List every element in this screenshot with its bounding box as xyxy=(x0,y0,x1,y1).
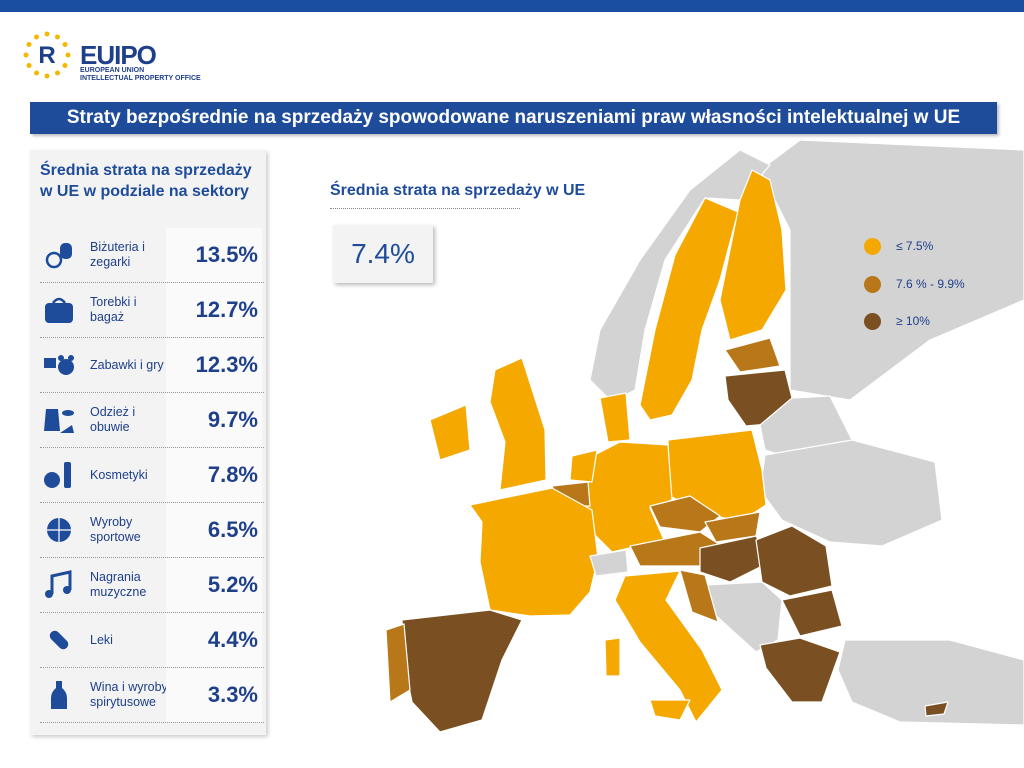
sector-icon xyxy=(44,355,74,375)
sector-label: Odzież i obuwie xyxy=(90,405,136,434)
sector-row: Kosmetyki 7.8% xyxy=(40,448,264,503)
sector-row: Torebki i bagaż 12.7% xyxy=(40,283,264,338)
sector-row: Zabawki i gry 12.3% xyxy=(40,338,264,393)
legend-item: ≤ 7.5% xyxy=(862,235,1002,273)
sector-row: Wyroby sportowe 6.5% xyxy=(40,503,264,558)
italy xyxy=(614,570,723,723)
sector-icon xyxy=(45,570,72,598)
sardinia xyxy=(604,637,621,677)
sector-icon xyxy=(51,681,67,709)
sector-icon xyxy=(49,630,69,650)
uk xyxy=(489,357,547,491)
legend-swatch xyxy=(864,275,881,293)
legend-swatch xyxy=(864,313,881,330)
sector-value: 6.5% xyxy=(166,503,262,557)
sector-icon-box xyxy=(42,350,76,380)
sector-icon-box xyxy=(42,680,76,710)
legend-item: ≥ 10% xyxy=(862,310,1002,348)
sector-list: Biżuteria i zegarki 13.5% Torebki i bagaż 1… xyxy=(40,228,264,723)
cyprus xyxy=(924,701,949,717)
legend-label: ≥ 10% xyxy=(896,314,930,328)
top-bar xyxy=(0,0,1024,12)
sector-icon-box xyxy=(42,570,76,600)
croatia xyxy=(679,569,719,623)
svg-text:R: R xyxy=(38,42,55,69)
logo-text: EUIPO xyxy=(80,40,157,70)
germany xyxy=(584,441,673,553)
sector-panel: Średnia strata na sprzedaży w UE w podzi… xyxy=(30,150,266,735)
logo-line: INTELLECTUAL PROPERTY OFFICE xyxy=(80,75,201,82)
russia xyxy=(759,140,1024,401)
logo-line: EUROPEAN UNION xyxy=(80,67,145,74)
sector-row: Leki 4.4% xyxy=(40,613,264,668)
sector-label: Kosmetyki xyxy=(90,467,148,482)
portugal xyxy=(385,623,411,703)
sector-icon-box xyxy=(42,625,76,655)
logo-emblem: R xyxy=(23,31,71,79)
sector-label: Torebki i bagaż xyxy=(90,295,137,324)
sector-label: Biżuteria i zegarki xyxy=(90,240,145,269)
sector-icon-box xyxy=(42,405,76,435)
sector-icon xyxy=(45,297,73,323)
sector-label: Wyroby sportowe xyxy=(90,515,141,544)
sector-icon-box xyxy=(42,460,76,490)
ukraine xyxy=(759,439,943,547)
sector-row: Biżuteria i zegarki 13.5% xyxy=(40,228,264,283)
switzerland xyxy=(589,549,629,577)
sector-value: 12.3% xyxy=(166,338,262,392)
europe-map xyxy=(385,140,1024,733)
sector-value: 3.3% xyxy=(166,668,262,722)
netherlands xyxy=(569,449,598,483)
title: Straty bezpośrednie na sprzedaży spowodo… xyxy=(30,102,997,134)
denmark xyxy=(599,392,631,443)
panel-title: Średnia strata na sprzedaży w UE w podzi… xyxy=(40,162,252,200)
legend: ≤ 7.5% 7.6 % - 9.9% ≥ 10% xyxy=(862,235,1002,348)
legend-swatch xyxy=(864,238,881,255)
sector-value: 13.5% xyxy=(166,228,262,282)
sector-icon-box xyxy=(42,515,76,545)
sector-icon xyxy=(44,462,71,488)
sector-value: 5.2% xyxy=(166,558,262,612)
legend-label: 7.6 % - 9.9% xyxy=(896,276,965,291)
sweden xyxy=(639,197,739,421)
legend-label: ≤ 7.5% xyxy=(896,239,934,253)
spain xyxy=(401,609,523,733)
sector-icon xyxy=(45,243,72,269)
france xyxy=(469,487,599,617)
greece xyxy=(759,637,841,703)
bulgaria xyxy=(781,589,843,637)
sector-value: 9.7% xyxy=(166,393,262,447)
finland xyxy=(719,169,787,341)
sector-icon-box xyxy=(42,240,76,270)
sector-icon xyxy=(47,518,71,542)
sector-label: Leki xyxy=(90,632,113,647)
sector-value: 7.8% xyxy=(166,448,262,502)
sector-label: Nagrania muzyczne xyxy=(90,570,147,599)
hungary xyxy=(699,535,771,583)
summary-title: Średnia strata na sprzedaży w UE xyxy=(330,182,586,199)
sector-icon-box xyxy=(42,295,76,325)
sector-label: Zabawki i gry xyxy=(90,357,164,372)
sector-row: Nagrania muzyczne 5.2% xyxy=(40,558,264,613)
sector-row: Odzież i obuwie 9.7% xyxy=(40,393,264,448)
ireland xyxy=(429,404,471,461)
turkey xyxy=(837,639,1024,726)
logo: R EUIPO EUROPEAN UNION INTELLECTUAL PROP… xyxy=(22,30,212,85)
sector-value: 12.7% xyxy=(166,283,262,337)
sicily xyxy=(649,699,691,721)
divider xyxy=(330,208,520,209)
sector-label: Wina i wyroby spirytusowe xyxy=(90,680,168,709)
sector-icon xyxy=(44,409,74,433)
sector-row: Wina i wyroby spirytusowe 3.3% xyxy=(40,668,264,723)
estonia xyxy=(724,337,781,373)
summary-value: 7.4% xyxy=(333,225,433,283)
legend-item: 7.6 % - 9.9% xyxy=(862,273,1002,311)
sector-value: 4.4% xyxy=(166,613,262,667)
